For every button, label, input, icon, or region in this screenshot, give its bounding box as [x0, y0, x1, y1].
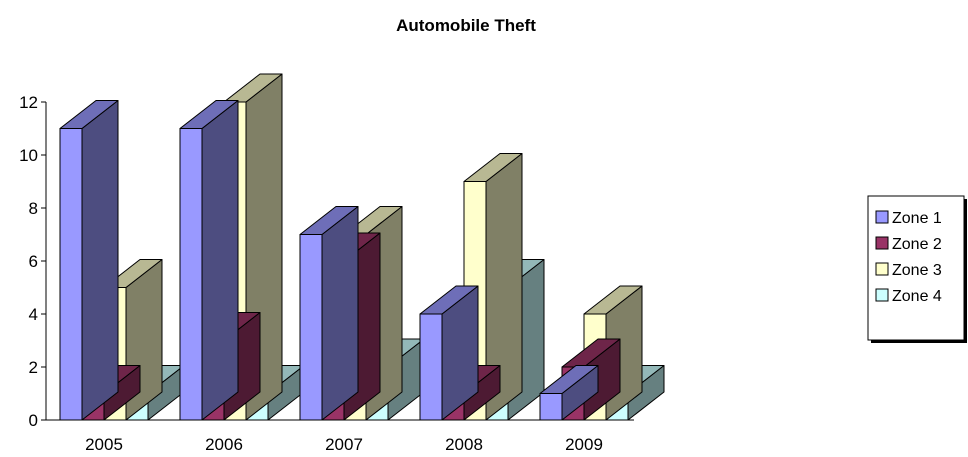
- bar: [539, 365, 599, 421]
- bar-front: [299, 234, 323, 421]
- y-tick-label: 4: [29, 305, 38, 324]
- legend-label: Zone 4: [892, 288, 942, 305]
- x-axis: 2005 2006 2007 2008 2009: [46, 419, 634, 454]
- y-tick-label: 12: [19, 93, 38, 112]
- bar: [299, 206, 359, 421]
- legend-label: Zone 2: [892, 236, 942, 253]
- y-axis: 0 2 4 6 8 10 12: [19, 93, 47, 430]
- bar: [419, 285, 479, 421]
- y-tick-label: 0: [29, 411, 38, 430]
- x-tick-label: 2008: [445, 435, 483, 454]
- legend-label: Zone 1: [892, 210, 942, 227]
- x-tick-label: 2009: [565, 435, 603, 454]
- y-tick-label: 10: [19, 146, 38, 165]
- bar-front: [419, 313, 443, 421]
- x-tick-label: 2006: [205, 435, 243, 454]
- bar-side: [201, 100, 239, 421]
- legend: Zone 1 Zone 2 Zone 3 Zone 4: [867, 195, 967, 343]
- x-tick-label: 2007: [325, 435, 363, 454]
- bar-side: [81, 100, 119, 421]
- bar-front: [179, 128, 203, 421]
- legend-swatch: [875, 236, 889, 250]
- bar-side: [321, 206, 359, 421]
- y-tick-label: 6: [29, 252, 38, 271]
- legend-swatch: [875, 210, 889, 224]
- legend-label: Zone 3: [892, 262, 942, 279]
- y-tick-label: 8: [29, 199, 38, 218]
- y-tick-label: 2: [29, 358, 38, 377]
- bar-front: [59, 128, 83, 421]
- bar: [179, 100, 239, 421]
- legend-swatch: [875, 262, 889, 276]
- chart-title: Automobile Theft: [396, 16, 536, 35]
- legend-swatch: [875, 288, 889, 302]
- bar-front: [539, 393, 563, 421]
- bars: [59, 73, 665, 421]
- bar: [59, 100, 119, 421]
- x-tick-label: 2005: [85, 435, 123, 454]
